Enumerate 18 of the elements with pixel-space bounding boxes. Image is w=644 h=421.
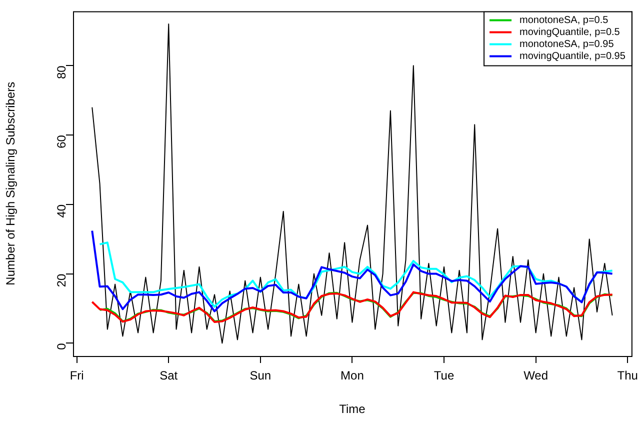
y-tick-label: 20 bbox=[54, 273, 68, 288]
x-tick-label: Fri bbox=[70, 368, 84, 383]
x-tick-label: Thu bbox=[617, 368, 638, 383]
legend-label: monotoneSA, p=0.95 bbox=[520, 38, 614, 50]
legend-label: movingQuantile, p=0.95 bbox=[520, 50, 626, 62]
x-tick-label: Wed bbox=[524, 368, 548, 383]
y-tick-label: 40 bbox=[54, 204, 68, 218]
y-axis-title: Number of High Signaling Subscribers bbox=[4, 82, 18, 286]
x-tick-label: Tue bbox=[434, 368, 454, 383]
legend-label: monotoneSA, p=0.5 bbox=[520, 14, 609, 26]
x-tick-label: Sun bbox=[250, 368, 272, 383]
y-tick-label: 0 bbox=[54, 342, 68, 350]
y-tick-label: 60 bbox=[54, 134, 68, 148]
x-tick-label: Mon bbox=[340, 368, 364, 383]
legend-label: movingQuantile, p=0.5 bbox=[520, 26, 620, 38]
y-tick-label: 80 bbox=[54, 65, 68, 80]
x-axis-title: Time bbox=[339, 402, 366, 416]
x-tick-label: Sat bbox=[160, 368, 178, 383]
